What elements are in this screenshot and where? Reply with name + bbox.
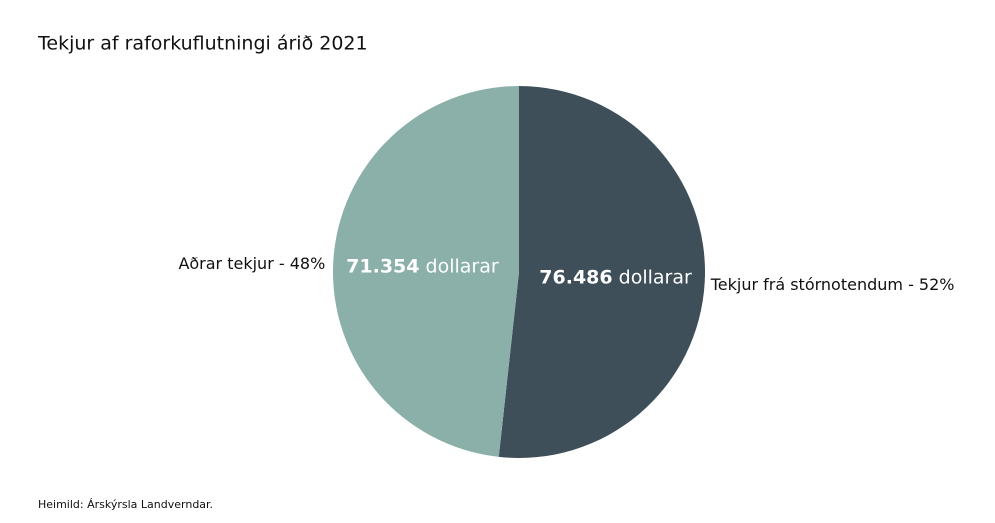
data-label-unit: dollarar [426,255,499,277]
data-label-unit: dollarar [619,266,692,288]
source-note: Heimild: Árskýrsla Landverndar. [38,498,213,511]
category-label: Aðrar tekjur - 48% [178,254,325,273]
pie-slice [498,86,706,459]
data-label: 76.486 dollarar [539,266,692,288]
data-label: 71.354 dollarar [346,255,499,277]
data-label-value: 76.486 [539,266,612,288]
category-label: Tekjur frá stórnotendum - 52% [710,275,955,294]
data-label-value: 71.354 [346,255,419,277]
chart-title: Tekjur af raforkuflutningi árið 2021 [37,33,368,55]
pie-slice [333,86,519,457]
